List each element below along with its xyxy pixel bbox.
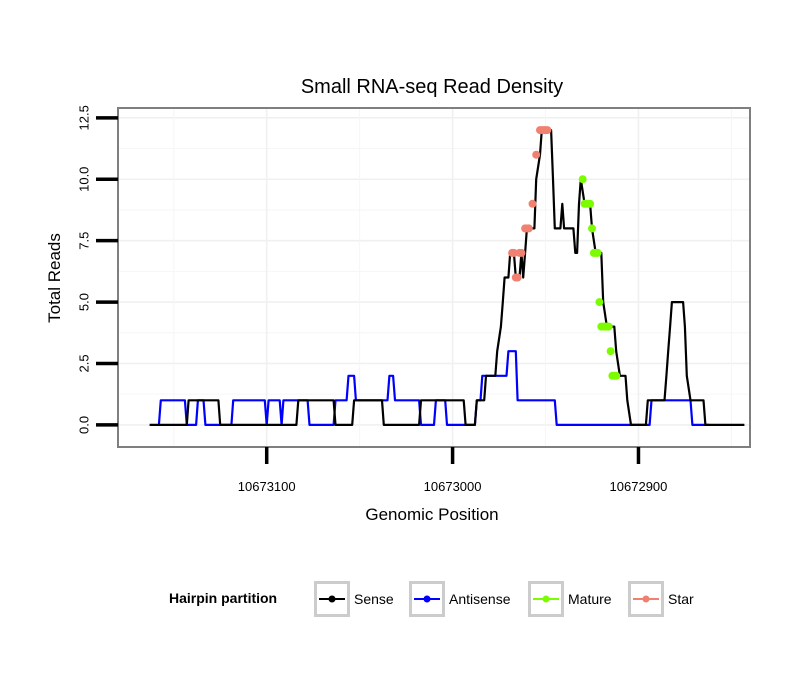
legend-label-sense: Sense xyxy=(354,591,394,607)
legend-label-star: Star xyxy=(668,591,694,607)
plot-border xyxy=(117,107,751,448)
legend-key-dot xyxy=(328,595,336,603)
grid-lines xyxy=(118,108,750,447)
x-tick-label: 10673000 xyxy=(424,479,482,494)
y-tick-label: 2.5 xyxy=(76,354,91,372)
point-star xyxy=(513,273,522,282)
y-axis: 0.0 2.5 5.0 7.5 10.0 12.5 xyxy=(76,105,118,434)
legend-key-dot xyxy=(423,595,431,603)
point-mature xyxy=(578,175,587,184)
point-mature xyxy=(612,371,621,380)
series-line-sense xyxy=(149,129,745,426)
x-tick-label: 10673100 xyxy=(238,479,296,494)
legend-title: Hairpin partition xyxy=(169,590,277,606)
point-star xyxy=(532,150,541,159)
y-tick-label: 0.0 xyxy=(76,416,91,434)
plot-panel xyxy=(118,108,750,447)
point-mature xyxy=(595,298,604,307)
y-axis-title: Total Reads xyxy=(45,233,64,323)
point-mature xyxy=(586,199,595,208)
y-tick-label: 12.5 xyxy=(76,105,91,130)
point-star xyxy=(517,248,526,257)
x-tick-label: 10672900 xyxy=(610,479,668,494)
point-mature xyxy=(606,347,615,356)
point-mature xyxy=(588,224,596,233)
y-tick-label: 10.0 xyxy=(76,167,91,192)
legend: Sense Antisense Mature Star xyxy=(314,581,694,617)
y-tick-label: 5.0 xyxy=(76,293,91,311)
point-star xyxy=(528,199,537,208)
point-star xyxy=(543,126,552,135)
legend-key-dot xyxy=(542,595,550,603)
point-star xyxy=(509,248,518,257)
legend-key-dot xyxy=(642,595,650,603)
legend-label-mature: Mature xyxy=(568,591,612,607)
legend-label-antisense: Antisense xyxy=(449,591,511,607)
chart-title: Small RNA-seq Read Density xyxy=(301,76,563,98)
x-axis: 10673100 10673000 10672900 xyxy=(238,447,668,494)
x-axis-title: Genomic Position xyxy=(365,505,498,524)
y-tick-label: 7.5 xyxy=(76,232,91,250)
point-mature xyxy=(593,248,602,257)
series-layer xyxy=(149,126,745,426)
point-star xyxy=(524,224,533,233)
point-mature xyxy=(604,322,613,331)
